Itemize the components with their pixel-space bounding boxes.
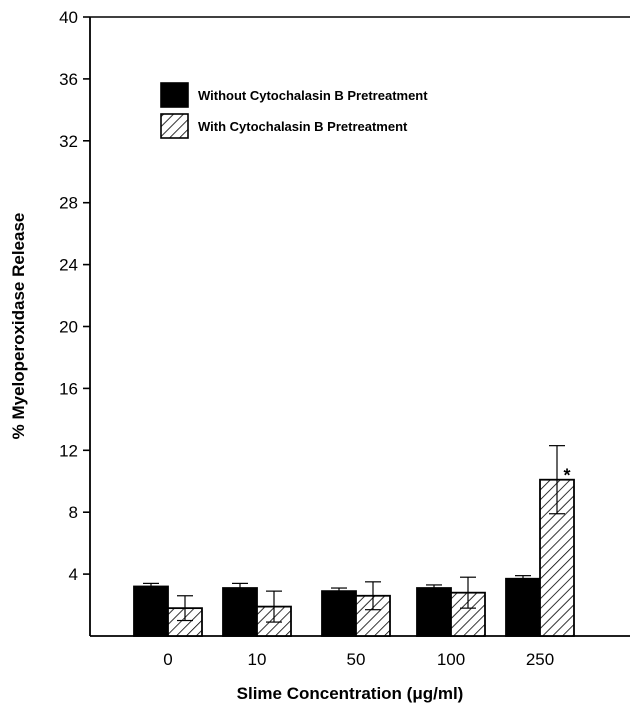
legend-swatch-solid: [160, 82, 189, 108]
legend-label: With Cytochalasin B Pretreatment: [198, 119, 408, 134]
error-bars: [143, 445, 565, 623]
bar-without-cytochalasin: [416, 587, 452, 637]
bar-with-cytochalasin: [167, 607, 203, 637]
legend: Without Cytochalasin B Pretreatment With …: [160, 82, 428, 139]
y-tick-label: 24: [59, 256, 78, 275]
significance-asterisk: *: [563, 466, 570, 486]
annotations: *: [563, 466, 570, 486]
x-axis-ticks: 0 10 50 100 250: [163, 650, 554, 669]
x-tick-label: 50: [347, 650, 366, 669]
bar-without-cytochalasin: [505, 577, 541, 637]
bar-without-cytochalasin: [222, 587, 258, 637]
y-tick-label: 32: [59, 132, 78, 151]
y-tick-label: 28: [59, 194, 78, 213]
bar-without-cytochalasin: [133, 585, 169, 637]
y-tick-label: 12: [59, 441, 78, 460]
y-tick-label: 16: [59, 379, 78, 398]
x-tick-label: 10: [248, 650, 267, 669]
legend-label: Without Cytochalasin B Pretreatment: [198, 88, 428, 103]
y-tick-label: 4: [69, 565, 78, 584]
bars: [133, 478, 575, 637]
y-tick-label: 8: [69, 503, 78, 522]
x-tick-label: 250: [526, 650, 554, 669]
x-tick-label: 100: [437, 650, 465, 669]
y-axis-title: % Myeloperoxidase Release: [9, 213, 28, 440]
y-tick-label: 40: [59, 8, 78, 27]
y-tick-label: 36: [59, 70, 78, 89]
y-tick-label: 20: [59, 318, 78, 337]
legend-swatch-hatched: [160, 113, 189, 139]
y-axis-ticks: 4 8 12 16 20 24 28 32 36 40: [59, 8, 90, 584]
bar-without-cytochalasin: [321, 590, 357, 637]
x-axis-title: Slime Concentration (μg/ml): [237, 684, 464, 703]
x-tick-label: 0: [163, 650, 172, 669]
